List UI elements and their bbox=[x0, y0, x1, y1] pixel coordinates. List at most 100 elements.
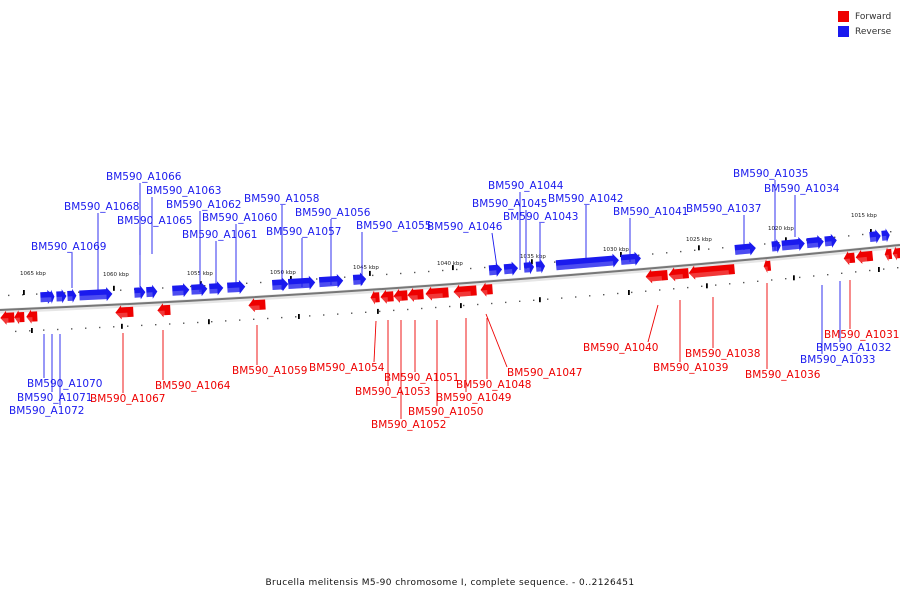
forward-gene-arrow bbox=[26, 309, 38, 324]
gene-label: BM590_A1071 bbox=[17, 392, 92, 404]
ruler-dot bbox=[190, 285, 192, 288]
reverse-gene-arrow bbox=[734, 241, 756, 256]
ruler-dot bbox=[386, 273, 388, 276]
ruler-dot bbox=[463, 304, 465, 307]
ruler-dot bbox=[127, 325, 129, 327]
legend: Forward Reverse bbox=[838, 9, 891, 39]
ruler-dot bbox=[267, 317, 269, 320]
gene-leader-line bbox=[485, 313, 508, 368]
tick-mark bbox=[113, 285, 115, 291]
gene-label: BM590_A1049 bbox=[436, 392, 511, 404]
ruler-dot bbox=[764, 243, 766, 245]
forward-gene-arrow bbox=[248, 298, 266, 313]
gene-leader-line bbox=[491, 232, 499, 275]
ruler-dot bbox=[64, 292, 66, 294]
reverse-gene-arrow bbox=[869, 229, 881, 244]
ruler-dot bbox=[785, 278, 787, 280]
ruler-dot bbox=[575, 296, 577, 298]
ruler-dot bbox=[547, 298, 549, 300]
gene-label: BM590_A1036 bbox=[745, 369, 821, 381]
ruler-dot bbox=[29, 330, 31, 332]
scale-label: 1060 kbp bbox=[103, 272, 129, 278]
ruler-dot bbox=[281, 316, 283, 319]
tick-mark bbox=[793, 275, 795, 281]
legend-forward-label: Forward bbox=[855, 11, 892, 22]
tick-mark bbox=[870, 229, 872, 234]
gene-label: BM590_A1062 bbox=[166, 199, 241, 211]
ruler-dot bbox=[316, 278, 318, 280]
forward-gene-arrow bbox=[892, 246, 900, 261]
scale-label: 1065 kbp bbox=[20, 271, 46, 277]
forward-gene-arrow bbox=[157, 303, 171, 318]
ruler-dot bbox=[722, 247, 724, 249]
ruler-dot bbox=[848, 235, 850, 237]
gene-label: BM590_A1048 bbox=[456, 379, 531, 391]
ruler-dot bbox=[484, 266, 486, 269]
forward-gene-arrow bbox=[763, 259, 772, 274]
ruler-dot bbox=[183, 322, 185, 324]
gene-label: BM590_A1033 bbox=[800, 354, 875, 366]
gene-label: BM590_A1043 bbox=[503, 211, 578, 223]
ruler-dot bbox=[673, 288, 675, 290]
ruler-dot bbox=[43, 329, 45, 331]
reverse-gene-arrow bbox=[806, 235, 824, 250]
ruler-dot bbox=[253, 318, 255, 320]
ruler-dot bbox=[827, 274, 829, 276]
forward-gene-arrow bbox=[380, 289, 394, 304]
gene-leader-line bbox=[373, 320, 377, 363]
tick-mark bbox=[620, 252, 622, 257]
gene-label: BM590_A1040 bbox=[583, 342, 658, 354]
gene-label: BM590_A1041 bbox=[613, 206, 688, 218]
reverse-gene-arrow bbox=[503, 261, 519, 276]
gene-label: BM590_A1060 bbox=[202, 212, 277, 224]
ruler-dot bbox=[337, 313, 339, 315]
gene-label: BM590_A1058 bbox=[244, 193, 319, 205]
ruler-dot bbox=[246, 282, 248, 284]
legend-reverse: Reverse bbox=[838, 24, 891, 39]
ruler-dot bbox=[743, 281, 745, 284]
ruler-dot bbox=[197, 321, 199, 324]
ruler-dot bbox=[659, 289, 661, 291]
gene-label: BM590_A1050 bbox=[408, 406, 483, 418]
gene-label: BM590_A1051 bbox=[384, 372, 459, 384]
gene-label: BM590_A1063 bbox=[146, 185, 221, 197]
gene-label: BM590_A1035 bbox=[733, 168, 808, 180]
tick-mark bbox=[531, 259, 533, 265]
reverse-gene-arrow bbox=[771, 239, 781, 254]
scale-label: 1020 kbp bbox=[768, 226, 794, 232]
ruler-dot bbox=[211, 321, 213, 323]
reverse-gene-arrow bbox=[67, 288, 77, 303]
ruler-dot bbox=[729, 283, 731, 285]
ruler-dot bbox=[15, 330, 17, 333]
forward-gene-arrow bbox=[480, 282, 493, 297]
ruler-dot bbox=[414, 271, 416, 274]
forward-gene-arrow bbox=[645, 269, 668, 284]
ruler-dot bbox=[400, 272, 402, 275]
scale-label: 1030 kbp bbox=[603, 247, 629, 253]
gene-label: BM590_A1053 bbox=[355, 386, 430, 398]
ruler-dot bbox=[428, 270, 430, 273]
ruler-dot bbox=[8, 294, 10, 297]
tick-mark bbox=[698, 245, 700, 251]
tick-mark bbox=[539, 297, 541, 303]
gene-label: BM590_A1055 bbox=[356, 220, 431, 232]
reverse-gene-arrow bbox=[555, 253, 619, 271]
ruler-dot bbox=[442, 269, 444, 272]
ruler-dot bbox=[344, 276, 346, 278]
scale-label: 1025 kbp bbox=[686, 237, 712, 243]
tick-mark bbox=[290, 276, 292, 281]
reverse-gene-arrow bbox=[881, 228, 890, 243]
ruler-dot bbox=[554, 261, 556, 263]
ruler-dot bbox=[897, 267, 899, 269]
gene-label: BM590_A1045 bbox=[472, 198, 547, 210]
reverse-gene-arrow bbox=[535, 259, 546, 274]
ruler-dot bbox=[519, 300, 521, 302]
gene-label: BM590_A1066 bbox=[106, 171, 182, 183]
ruler-dot bbox=[393, 309, 395, 312]
ruler-dot bbox=[834, 236, 836, 238]
ruler-dot bbox=[379, 310, 381, 313]
gene-label: BM590_A1059 bbox=[232, 365, 307, 377]
forward-gene-arrow bbox=[115, 305, 134, 320]
ruler-dot bbox=[99, 326, 101, 329]
reverse-gene-arrow bbox=[209, 281, 224, 296]
